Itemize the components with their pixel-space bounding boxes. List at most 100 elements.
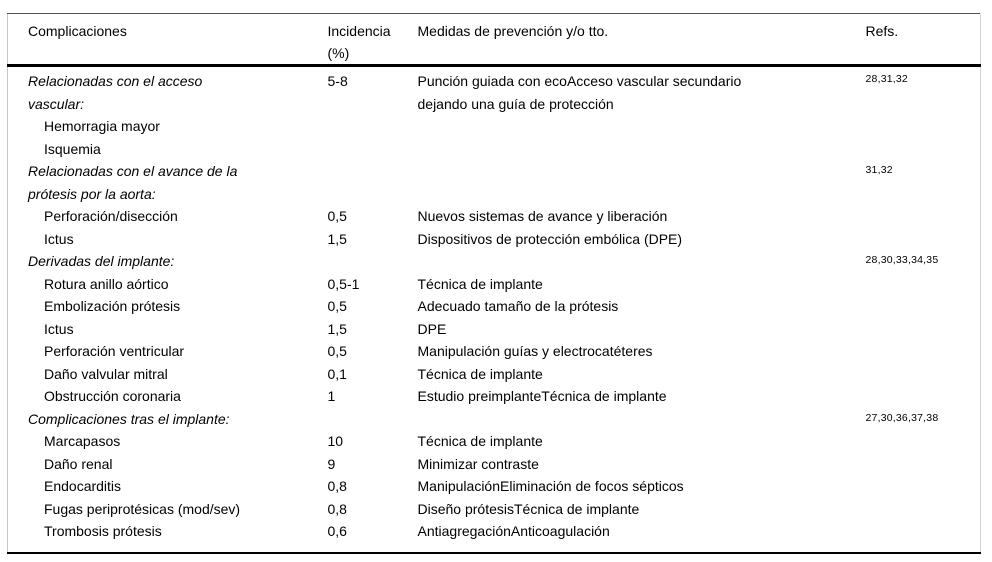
cell-measures: Nuevos sistemas de avance y liberación (417, 208, 668, 224)
cell-refs (866, 430, 981, 453)
cell-refs (866, 385, 981, 408)
cell-measures: Estudio preimplanteTécnica de implante (417, 388, 667, 404)
col-header-refs: Refs. (865, 13, 981, 67)
cell-incidence (328, 250, 418, 273)
cell-complication: Perforación ventricular (44, 343, 185, 359)
cell-refs (866, 295, 981, 318)
cell-complication: Relacionadas con el acceso vascular: (28, 73, 203, 112)
cell-refs (866, 340, 981, 363)
cell-incidence: 0,8 (327, 478, 347, 494)
cell-refs (866, 363, 981, 386)
cell-complication: Complicaciones tras el implante: (28, 410, 230, 427)
cell-measures: ManipulaciónEliminación de focos séptico… (417, 478, 684, 494)
cell-complication: Endocarditis (44, 478, 122, 494)
cell-measures (418, 408, 866, 431)
cell-complication: Ictus (44, 230, 74, 247)
cell-measures: Diseño prótesisTécnica de implante (417, 500, 640, 517)
table-row: Ictus 1,5 DPE (8, 318, 981, 341)
col-header-complicaciones: Complicaciones (7, 13, 328, 67)
cell-measures (418, 250, 866, 273)
col-header-incidencia: Incidencia (%) (327, 13, 418, 67)
col-header-medidas: Medidas de prevención y/o tto. (417, 13, 866, 67)
table-row: Rotura anillo aórtico 0,5-1 Técnica de imp… (8, 273, 981, 296)
table-row: Daño valvular mitral 0,1 Técnica de implan… (8, 363, 981, 386)
table-row: Relacionadas con el acceso vascular: 5-8 P… (8, 66, 981, 116)
cell-refs: 28,30,33,34,35 (865, 254, 939, 266)
cell-complication: Trombosis prótesis (44, 523, 162, 539)
cell-measures: Minimizar contraste (417, 455, 539, 472)
cell-complication: Perforación/disección (44, 208, 178, 224)
cell-measures (418, 115, 866, 138)
header-row: Complicaciones Incidencia (%) Medidas de… (7, 13, 981, 67)
cell-measures: Técnica de implante (417, 365, 543, 382)
cell-measures: Manipulación guías y electrocatéteres (417, 343, 653, 359)
cell-measures: Punción guiada con ecoAcceso vascular se… (417, 73, 742, 112)
cell-complication: Embolización prótesis (44, 298, 181, 314)
table-row: Perforación ventricular 0,5 Manipulación g… (8, 340, 981, 363)
table-row: Daño renal 9 Minimizar contraste (8, 453, 981, 476)
cell-incidence: 5-8 (327, 73, 348, 89)
cell-complication: Ictus (44, 320, 74, 337)
cell-measures: Dispositivos de protección embólica (DPE… (417, 230, 683, 247)
table-row: Marcapasos 10 Técnica de implante (8, 430, 981, 453)
cell-refs (866, 453, 981, 476)
cell-measures: Técnica de implante (417, 433, 543, 449)
table-row: Isquemia (8, 138, 981, 161)
cell-complication: Isquemia (44, 140, 101, 157)
cell-measures (418, 160, 866, 205)
cell-incidence: 0,5-1 (327, 275, 360, 292)
cell-incidence: 0,5 (327, 298, 347, 314)
cell-complication: Derivadas del implante: (28, 253, 175, 269)
table-row: Perforación/disección 0,5 Nuevos sistemas … (8, 205, 981, 228)
cell-complication: Hemorragia mayor (44, 118, 160, 134)
cell-incidence: 1,5 (327, 320, 347, 337)
cell-measures: Técnica de implante (417, 275, 543, 292)
table-row: Hemorragia mayor (8, 115, 981, 138)
cell-refs (866, 498, 981, 521)
cell-incidence (328, 138, 418, 161)
cell-incidence (328, 160, 418, 205)
cell-refs (866, 318, 981, 341)
cell-incidence: 0,5 (327, 208, 347, 224)
cell-complication: Daño valvular mitral (44, 365, 168, 382)
cell-refs (866, 520, 981, 553)
table-row: Derivadas del implante: 28,30,33,34,35 (8, 250, 981, 273)
cell-refs (866, 475, 981, 498)
table-row: Fugas periprotésicas (mod/sev) 0,8 Diseño … (8, 498, 981, 521)
cell-measures: AntiagregaciónAnticoagulación (417, 523, 610, 539)
cell-complication: Marcapasos (44, 433, 121, 449)
table-row: Trombosis prótesis 0,6 AntiagregaciónAntic… (8, 520, 981, 553)
cell-complication: Daño renal (44, 455, 113, 472)
cell-complication: Rotura anillo aórtico (44, 275, 169, 292)
table-row: Endocarditis 0,8 ManipulaciónEliminación d… (8, 475, 981, 498)
cell-incidence: 9 (327, 455, 336, 472)
table-row: Complicaciones tras el implante: 27,30,36… (8, 408, 981, 431)
cell-incidence: 0,5 (327, 343, 347, 359)
cell-refs (866, 205, 981, 228)
table-row: Relacionadas con el avance de la prótesi… (8, 160, 981, 205)
cell-measures: Adecuado tamaño de la prótesis (417, 298, 619, 314)
cell-refs: 31,32 (865, 164, 893, 176)
cell-refs (866, 115, 981, 138)
cell-complication: Obstrucción coronaria (44, 388, 181, 404)
table-row: Embolización prótesis 0,5 Adecuado tamaño … (8, 295, 981, 318)
cell-refs: 27,30,36,37,38 (865, 411, 939, 424)
cell-incidence: 10 (327, 433, 344, 449)
cell-measures (418, 138, 866, 161)
table-row: Obstrucción coronaria 1 Estudio preimplant… (8, 385, 981, 408)
cell-refs (866, 228, 981, 251)
cell-complication: Relacionadas con el avance de la prótesi… (28, 163, 238, 202)
cell-incidence (328, 115, 418, 138)
cell-complication: Fugas periprotésicas (mod/sev) (44, 500, 241, 517)
complications-table: Complicaciones Incidencia (%) Medidas de… (7, 13, 981, 554)
table-row: Ictus 1,5 Dispositivos de protección emból… (8, 228, 981, 251)
cell-refs (866, 273, 981, 296)
cell-incidence: 0,8 (327, 500, 347, 517)
cell-incidence: 0,6 (327, 523, 347, 539)
cell-incidence: 1,5 (327, 230, 347, 247)
cell-incidence: 1 (327, 388, 336, 404)
cell-refs (866, 138, 981, 161)
cell-incidence (328, 408, 418, 431)
cell-refs: 28,31,32 (865, 73, 908, 85)
